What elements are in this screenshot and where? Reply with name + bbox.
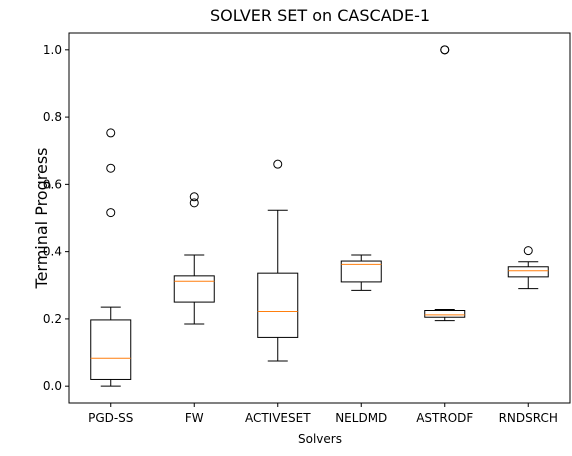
x-tick-label: FW	[185, 411, 204, 425]
box-group	[173, 192, 215, 325]
x-tick-label: ACTIVESET	[245, 411, 311, 425]
y-tick-label: 1.0	[43, 43, 62, 57]
outlier-point	[189, 192, 199, 202]
y-axis-label: Terminal Progress	[32, 148, 51, 290]
box-body	[507, 266, 549, 278]
x-axis-label: Solvers	[298, 432, 342, 446]
x-tick-label: PGD-SS	[88, 411, 133, 425]
y-tick-label: 0.0	[43, 379, 62, 393]
box-body	[90, 319, 132, 380]
box-group	[90, 128, 132, 387]
x-tick-label: ASTRODF	[416, 411, 473, 425]
box-body	[257, 272, 299, 338]
outlier-point	[106, 208, 116, 218]
box-body	[340, 260, 382, 283]
box-body	[424, 310, 466, 318]
x-tick-label: NELDMD	[335, 411, 387, 425]
y-tick-label: 0.2	[43, 312, 62, 326]
outlier-point	[106, 163, 116, 173]
axes-frame	[68, 32, 571, 404]
plot-area: 0.0 0.2 0.4 0.6 0.8 1.0 PGD-SS FW ACTIVESET NELDM…	[43, 43, 558, 425]
outlier-point	[523, 246, 533, 256]
outlier-point	[189, 198, 199, 208]
box-group	[340, 254, 382, 291]
outlier-point	[106, 128, 116, 138]
box-group	[507, 246, 549, 290]
x-tick-label: RNDSRCH	[499, 411, 558, 425]
y-tick-label: 0.4	[43, 245, 62, 259]
outlier-point	[440, 45, 450, 55]
outlier-point	[273, 159, 283, 169]
box-group	[424, 45, 466, 322]
y-tick-label: 0.6	[43, 177, 62, 191]
y-tick-label: 0.8	[43, 110, 62, 124]
chart-title: SOLVER SET on CASCADE-1	[210, 6, 430, 25]
box-body	[173, 275, 215, 303]
box-group	[257, 159, 299, 362]
